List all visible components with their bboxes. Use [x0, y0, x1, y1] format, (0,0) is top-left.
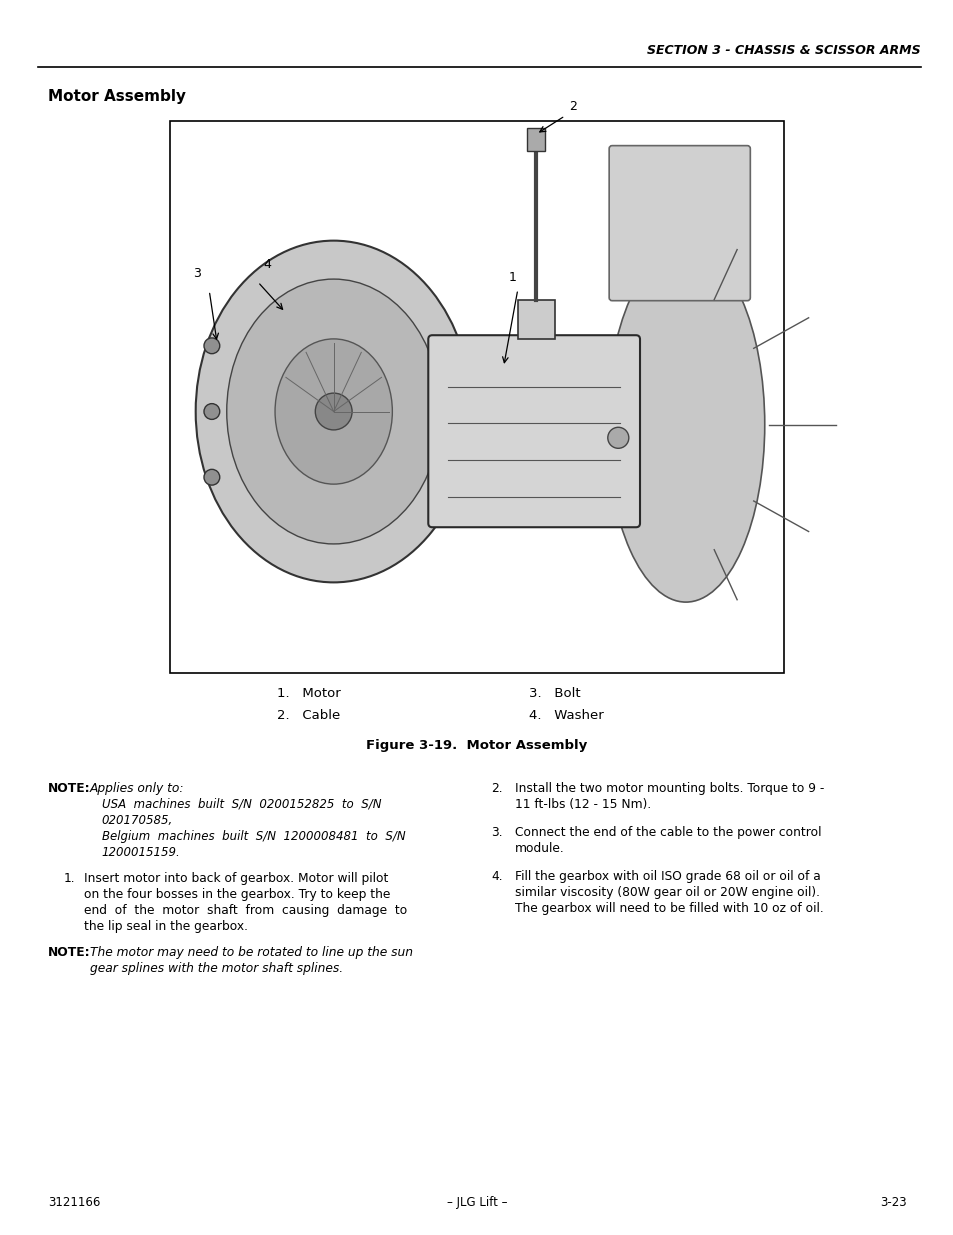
Text: 2: 2	[569, 100, 577, 114]
Text: Figure 3-19.  Motor Assembly: Figure 3-19. Motor Assembly	[366, 739, 587, 752]
Circle shape	[607, 427, 628, 448]
FancyBboxPatch shape	[609, 146, 750, 300]
Text: 3.: 3.	[491, 826, 502, 839]
Text: Applies only to:: Applies only to:	[90, 782, 184, 795]
Text: Motor Assembly: Motor Assembly	[48, 89, 186, 104]
Text: – JLG Lift –: – JLG Lift –	[446, 1197, 507, 1209]
Text: the lip seal in the gearbox.: the lip seal in the gearbox.	[84, 920, 248, 932]
Circle shape	[204, 404, 219, 420]
Text: Fill the gearbox with oil ISO grade 68 oil or oil of a: Fill the gearbox with oil ISO grade 68 o…	[515, 869, 821, 883]
Text: 3.   Bolt: 3. Bolt	[529, 687, 580, 700]
Text: USA  machines  built  S/N  0200152825  to  S/N: USA machines built S/N 0200152825 to S/N	[102, 798, 381, 810]
Text: Belgium  machines  built  S/N  1200008481  to  S/N: Belgium machines built S/N 1200008481 to…	[102, 830, 405, 842]
Text: NOTE:: NOTE:	[48, 782, 91, 795]
Bar	[517, 300, 554, 340]
Text: The gearbox will need to be filled with 10 oz of oil.: The gearbox will need to be filled with …	[515, 902, 823, 915]
Ellipse shape	[606, 247, 764, 603]
Text: 4: 4	[263, 258, 271, 272]
Text: gear splines with the motor shaft splines.: gear splines with the motor shaft spline…	[90, 962, 342, 974]
Text: 3-23: 3-23	[879, 1197, 905, 1209]
Text: Connect the end of the cable to the power control: Connect the end of the cable to the powe…	[515, 826, 821, 839]
Text: 1: 1	[508, 270, 516, 284]
Text: 1.: 1.	[64, 872, 75, 884]
Circle shape	[204, 338, 219, 353]
Text: 11 ft-lbs (12 - 15 Nm).: 11 ft-lbs (12 - 15 Nm).	[515, 798, 651, 810]
Text: similar viscosity (80W gear oil or 20W engine oil).: similar viscosity (80W gear oil or 20W e…	[515, 885, 820, 899]
Text: 1200015159.: 1200015159.	[102, 846, 180, 858]
Ellipse shape	[227, 279, 440, 543]
Text: 1.   Motor: 1. Motor	[276, 687, 340, 700]
FancyBboxPatch shape	[428, 335, 639, 527]
Bar	[170, 121, 783, 673]
Text: end  of  the  motor  shaft  from  causing  damage  to: end of the motor shaft from causing dama…	[84, 904, 407, 916]
Ellipse shape	[274, 338, 392, 484]
Text: Insert motor into back of gearbox. Motor will pilot: Insert motor into back of gearbox. Motor…	[84, 872, 388, 884]
Text: 2.   Cable: 2. Cable	[276, 709, 339, 721]
Text: on the four bosses in the gearbox. Try to keep the: on the four bosses in the gearbox. Try t…	[84, 888, 390, 900]
Circle shape	[315, 393, 352, 430]
Text: SECTION 3 - CHASSIS & SCISSOR ARMS: SECTION 3 - CHASSIS & SCISSOR ARMS	[646, 43, 920, 57]
Bar	[526, 127, 545, 151]
Text: 3121166: 3121166	[48, 1197, 100, 1209]
Text: The motor may need to be rotated to line up the sun: The motor may need to be rotated to line…	[90, 946, 413, 958]
Text: module.: module.	[515, 842, 564, 855]
Text: 3: 3	[193, 267, 201, 280]
Ellipse shape	[195, 241, 471, 583]
Text: 4.   Washer: 4. Washer	[529, 709, 603, 721]
Circle shape	[204, 469, 219, 485]
Text: 2.: 2.	[491, 782, 502, 795]
Text: 4.: 4.	[491, 869, 502, 883]
Text: Install the two motor mounting bolts. Torque to 9 -: Install the two motor mounting bolts. To…	[515, 782, 823, 795]
Text: NOTE:: NOTE:	[48, 946, 91, 958]
Text: 020170585,: 020170585,	[102, 814, 172, 826]
